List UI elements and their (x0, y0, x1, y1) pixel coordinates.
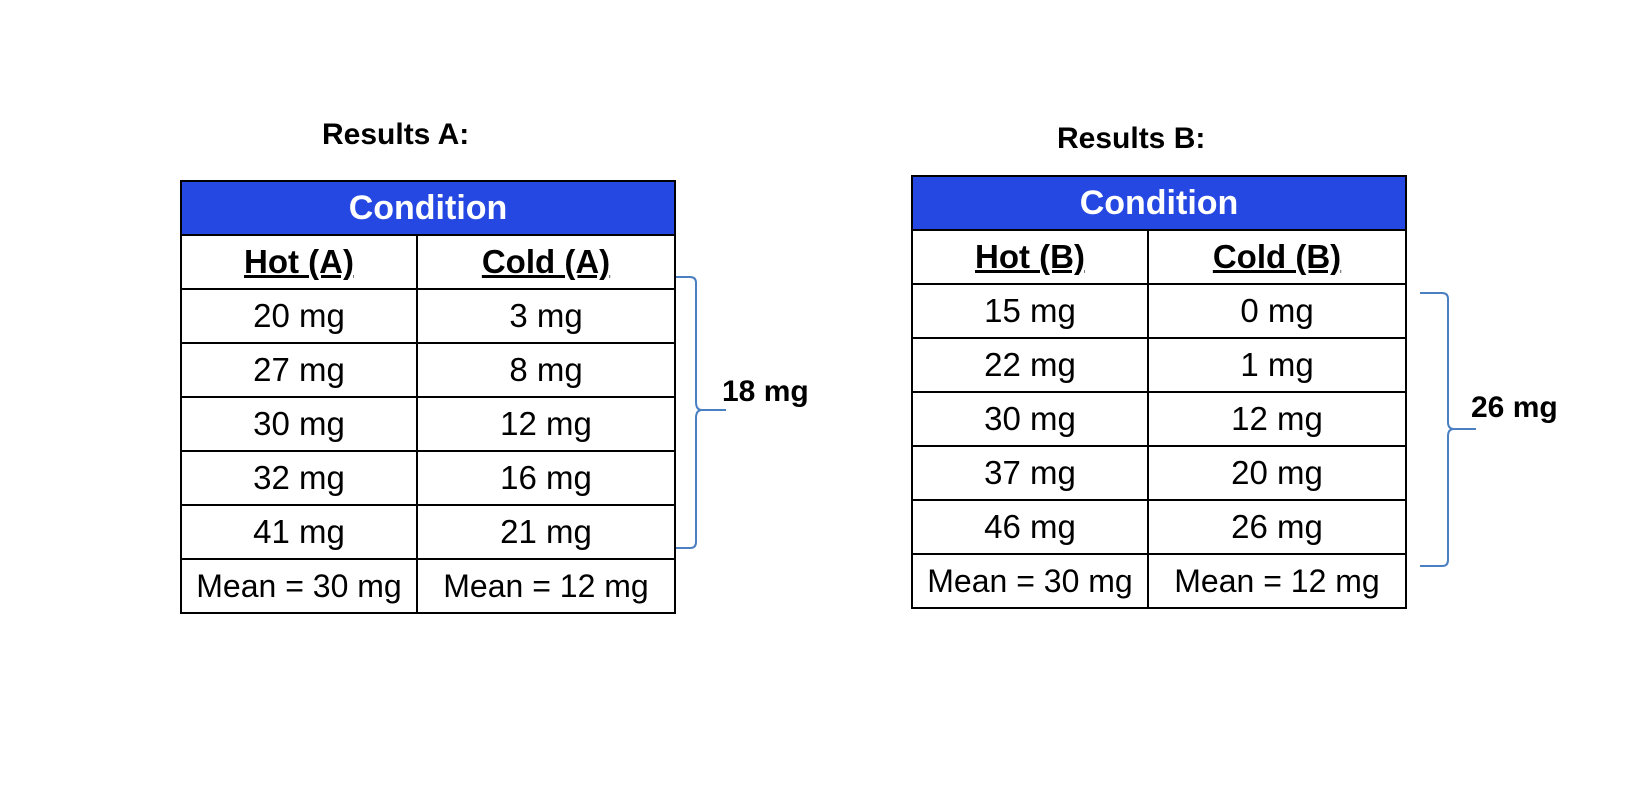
results-a-cold-cell: 16 mg (416, 450, 676, 506)
results-b-range-brace (1420, 292, 1476, 567)
results-b-cold-mean: Mean = 12 mg (1147, 553, 1407, 609)
table-row: 46 mg 26 mg (911, 499, 1407, 555)
results-a-brace-path (676, 276, 726, 549)
results-a-cold-cell: 12 mg (416, 396, 676, 452)
table-row: 32 mg 16 mg (180, 450, 676, 506)
results-a-table: Condition Hot (A) Cold (A) 20 mg 3 mg 27… (180, 180, 676, 614)
table-row: 30 mg 12 mg (911, 391, 1407, 447)
table-row-mean: Mean = 30 mg Mean = 12 mg (180, 558, 676, 614)
results-b-condition-header: Condition (911, 175, 1407, 231)
results-a-cold-cell: 3 mg (416, 288, 676, 344)
results-a-hot-cell: 27 mg (180, 342, 418, 398)
table-row: 27 mg 8 mg (180, 342, 676, 398)
results-b-title: Results B: (1057, 122, 1206, 155)
results-a-hot-cell: 20 mg (180, 288, 418, 344)
results-b-cold-cell: 0 mg (1147, 283, 1407, 339)
results-a-title: Results A: (322, 118, 470, 151)
results-b-hot-cell: 30 mg (911, 391, 1149, 447)
table-row: 20 mg 3 mg (180, 288, 676, 344)
results-a-hot-cell: 32 mg (180, 450, 418, 506)
table-row: 37 mg 20 mg (911, 445, 1407, 501)
results-b-range-label: 26 mg (1471, 391, 1558, 424)
table-row: 15 mg 0 mg (911, 283, 1407, 339)
results-b-table: Condition Hot (B) Cold (B) 15 mg 0 mg 22… (911, 175, 1407, 609)
results-a-range-brace (676, 276, 726, 549)
results-a-col-cold: Cold (A) (416, 234, 676, 290)
results-b-hot-cell: 15 mg (911, 283, 1149, 339)
table-row-mean: Mean = 30 mg Mean = 12 mg (911, 553, 1407, 609)
results-a-hot-cell: 30 mg (180, 396, 418, 452)
results-b-col-hot: Hot (B) (911, 229, 1149, 285)
results-b-cold-cell: 12 mg (1147, 391, 1407, 447)
results-a-hot-cell: 41 mg (180, 504, 418, 560)
results-b-hot-cell: 37 mg (911, 445, 1149, 501)
table-row: 41 mg 21 mg (180, 504, 676, 560)
results-a-range-label: 18 mg (722, 375, 809, 408)
table-row: 30 mg 12 mg (180, 396, 676, 452)
results-a-hot-mean: Mean = 30 mg (180, 558, 418, 614)
results-b-cold-cell: 26 mg (1147, 499, 1407, 555)
results-b-col-cold: Cold (B) (1147, 229, 1407, 285)
results-b-brace-path (1420, 292, 1476, 567)
results-b-cold-cell: 1 mg (1147, 337, 1407, 393)
results-a-cold-cell: 21 mg (416, 504, 676, 560)
results-a-col-hot: Hot (A) (180, 234, 418, 290)
results-b-hot-mean: Mean = 30 mg (911, 553, 1149, 609)
results-a-cold-mean: Mean = 12 mg (416, 558, 676, 614)
results-b-cold-cell: 20 mg (1147, 445, 1407, 501)
results-b-hot-cell: 46 mg (911, 499, 1149, 555)
results-a-condition-header: Condition (180, 180, 676, 236)
results-b-hot-cell: 22 mg (911, 337, 1149, 393)
table-row: 22 mg 1 mg (911, 337, 1407, 393)
results-a-cold-cell: 8 mg (416, 342, 676, 398)
